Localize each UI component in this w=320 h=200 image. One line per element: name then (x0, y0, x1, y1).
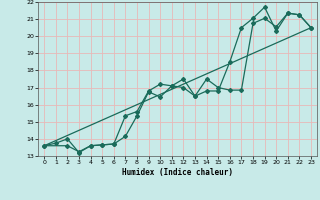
X-axis label: Humidex (Indice chaleur): Humidex (Indice chaleur) (122, 168, 233, 177)
